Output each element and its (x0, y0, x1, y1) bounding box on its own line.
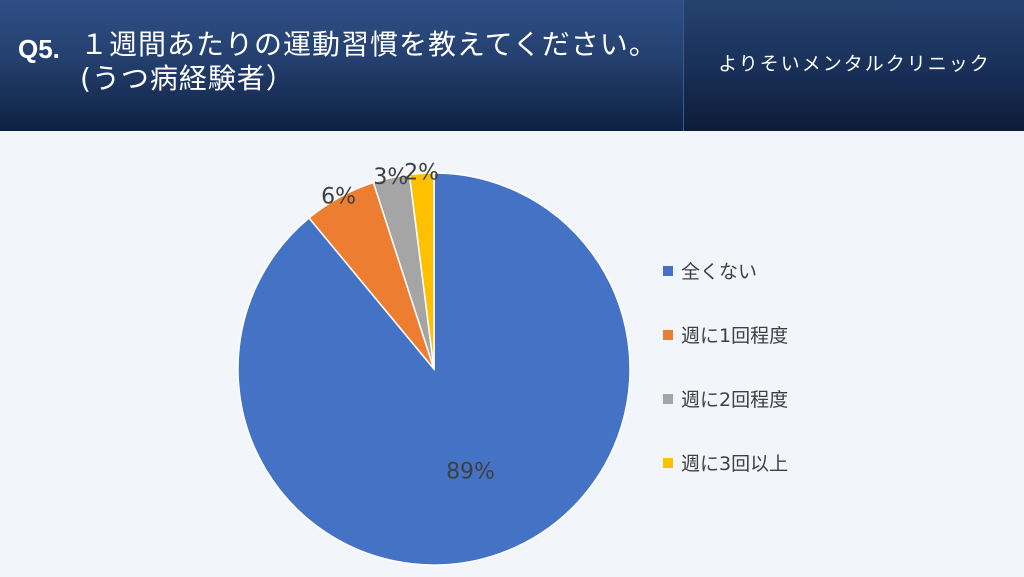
legend-item-1: 全くない (663, 257, 757, 284)
legend-swatch (663, 265, 673, 276)
legend-swatch (663, 457, 673, 468)
pie-data-label-3: 3% (373, 165, 408, 190)
legend-item-3: 週に2回程度 (663, 385, 788, 412)
pie-data-label-2: 6% (321, 184, 356, 209)
legend-swatch (663, 393, 673, 404)
pie-data-label-1: 89% (446, 459, 495, 484)
pie-slice-4 (408, 172, 435, 370)
legend-label: 週に1回程度 (681, 325, 789, 347)
question-text: １週間あたりの運動習慣を教えてください。(うつ病経験者） (80, 28, 658, 95)
legend-label: 週に3回以上 (681, 453, 789, 475)
header-bar: Q5. １週間あたりの運動習慣を教えてください。(うつ病経験者） よりそいメンタ… (0, 0, 1024, 131)
question-panel: Q5. １週間あたりの運動習慣を教えてください。(うつ病経験者） (0, 0, 683, 131)
legend-item-4: 週に3回以上 (663, 449, 788, 476)
legend-label: 週に2回程度 (681, 389, 789, 411)
legend-label: 全くない (681, 261, 758, 283)
pie-data-label-4: 2% (404, 160, 439, 185)
clinic-panel: よりそいメンタルクリニック (683, 0, 1024, 131)
pie-chart: 89% 6% 3%2% (237, 160, 631, 566)
legend-swatch (663, 329, 673, 340)
question-number: Q5. (18, 34, 60, 64)
legend-item-2: 週に1回程度 (663, 321, 788, 348)
clinic-name: よりそいメンタルクリニック (718, 53, 991, 75)
